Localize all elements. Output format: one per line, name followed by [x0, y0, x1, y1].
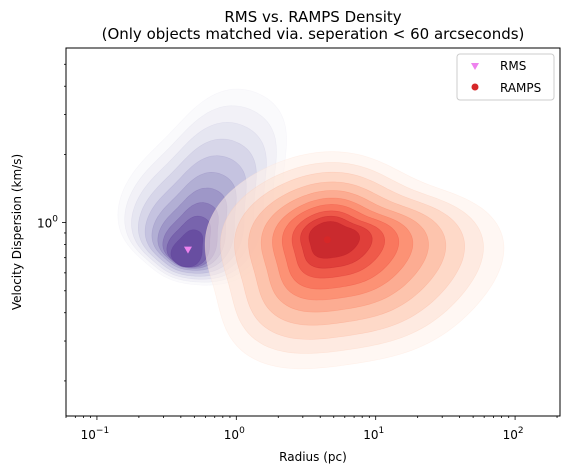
x-tick-label: 102	[503, 426, 524, 442]
x-tick-exponent: 2	[518, 426, 524, 436]
x-tick-exponent: −1	[96, 426, 109, 436]
legend-rms-marker	[471, 63, 479, 70]
legend-ramps-marker	[471, 83, 479, 91]
y-tick-base: 10	[37, 217, 52, 231]
rms-center-marker	[183, 246, 192, 254]
chart-title-line1: RMS vs. RAMPS Density	[224, 8, 401, 26]
x-tick-exponent: 0	[239, 426, 245, 436]
series-markers	[183, 236, 331, 254]
x-tick-label: 100	[224, 426, 245, 442]
legend: RMS RAMPS	[456, 53, 555, 101]
ramps-density-contours	[204, 151, 505, 370]
chart-title-line2: (Only objects matched via. seperation < …	[102, 25, 525, 43]
x-tick-label: 10−1	[81, 426, 110, 442]
x-tick-label: 101	[363, 426, 384, 442]
x-tick-base: 10	[503, 428, 518, 442]
y-axis-label: Velocity Dispersion (km/s)	[10, 154, 24, 310]
legend-box	[456, 53, 555, 101]
legend-ramps-label: RAMPS	[500, 81, 541, 95]
ramps-contour-level-10	[308, 221, 361, 259]
ramps-center-marker	[323, 236, 331, 244]
axes-frame	[65, 47, 561, 417]
x-axis-ticks: 10−1 100 101 102	[65, 416, 558, 442]
x-tick-base: 10	[81, 428, 96, 442]
y-tick-label: 100	[37, 215, 58, 231]
plot-area	[117, 88, 505, 370]
x-tick-base: 10	[224, 428, 239, 442]
legend-rms-label: RMS	[500, 59, 526, 73]
y-tick-exponent: 0	[52, 215, 58, 225]
y-axis-ticks: 100	[37, 63, 66, 382]
x-tick-exponent: 1	[378, 426, 384, 436]
x-axis-label: Radius (pc)	[279, 450, 347, 464]
x-tick-base: 10	[363, 428, 378, 442]
